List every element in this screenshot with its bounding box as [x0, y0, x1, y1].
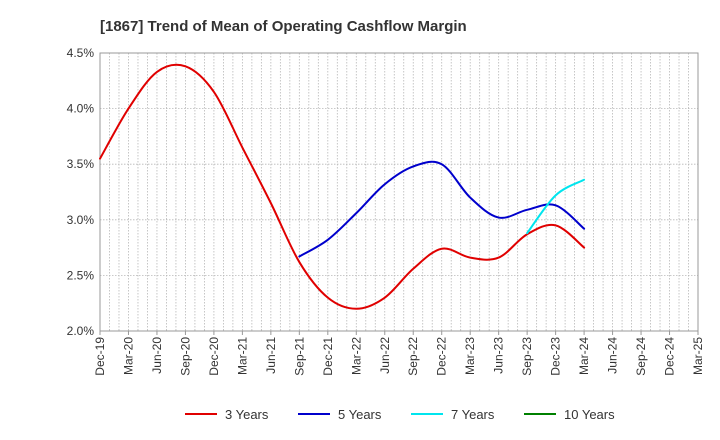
x-tick-label: Mar-21: [235, 337, 249, 375]
legend-label-7-years: 7 Years: [451, 407, 495, 422]
legend-label-10-years: 10 Years: [564, 407, 615, 422]
x-tick-label: Sep-23: [520, 337, 534, 376]
y-tick-label: 4.0%: [67, 102, 95, 116]
x-tick-label: Sep-21: [292, 337, 306, 376]
series-line-5-years: [298, 160, 586, 258]
plot-area: 4.5% 4.0% 3.5% 3.0% 2.5% 2.0%Dec-19 Mar-20 Jun-…: [67, 46, 705, 376]
legend-label-5-years: 5 Years: [338, 407, 382, 422]
x-tick-label: Jun-20: [150, 337, 164, 374]
y-tick-label: 4.5%: [67, 46, 95, 60]
x-tick-label: Dec-24: [663, 337, 677, 376]
x-tick-label: Jun-21: [264, 337, 278, 374]
chart-title: [1867] Trend of Mean of Operating Cashfl…: [100, 18, 467, 35]
x-tick-label: Dec-20: [207, 337, 221, 376]
y-tick-label: 3.5%: [67, 157, 95, 171]
x-tick-label: Mar-25: [691, 337, 705, 375]
y-tick-label: 2.0%: [67, 324, 95, 338]
x-tick-label: Sep-20: [178, 337, 192, 376]
x-tick-label: Sep-22: [406, 337, 420, 376]
x-tick-label: Mar-22: [349, 337, 363, 375]
legend: 3 Years 5 Years 7 Years 10 Years: [185, 407, 615, 422]
y-tick-label: 3.0%: [67, 213, 95, 227]
plot-frame: [99, 52, 699, 332]
x-tick-label: Dec-22: [435, 337, 449, 376]
x-tick-label: Dec-23: [549, 337, 563, 376]
x-tick-label: Jun-22: [378, 337, 392, 374]
x-tick-label: Dec-21: [321, 337, 335, 376]
x-tick-label: Jun-23: [492, 337, 506, 374]
x-tick-label: Sep-24: [634, 337, 648, 376]
y-tick-label: 2.5%: [67, 268, 95, 282]
x-tick-label: Dec-19: [93, 337, 107, 376]
series-line-3-years: [99, 63, 586, 310]
x-tick-label: Mar-20: [121, 337, 135, 375]
plot-background: [100, 53, 698, 331]
x-tick-label: Mar-24: [577, 337, 591, 375]
legend-label-3-years: 3 Years: [225, 407, 269, 422]
x-tick-label: Mar-23: [463, 337, 477, 375]
series-line-7-years: [526, 178, 586, 235]
x-tick-label: Jun-24: [606, 337, 620, 374]
